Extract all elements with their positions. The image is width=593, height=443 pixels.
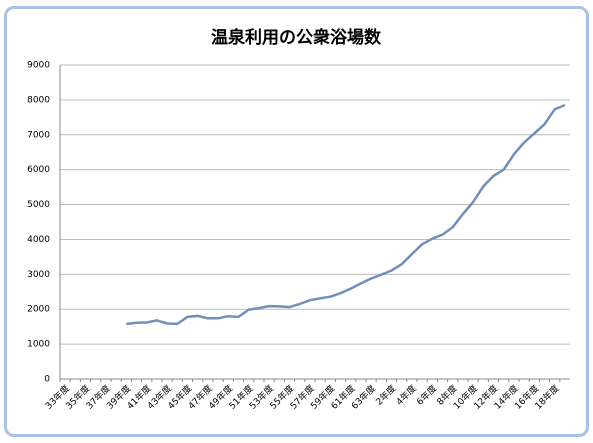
chart-title: 温泉利用の公衆浴場数: [211, 27, 382, 48]
y-tick-label: 4000: [27, 235, 50, 245]
y-tick-label: 8000: [27, 95, 50, 105]
y-tick-label: 2000: [27, 305, 50, 315]
y-tick-label: 9000: [27, 61, 50, 71]
y-tick-label: 3000: [27, 270, 50, 280]
y-tick-label: 1000: [27, 340, 50, 350]
y-tick-label: 7000: [27, 130, 50, 140]
x-tick-label: 6年度: [414, 382, 439, 407]
x-tick-label: 2年度: [373, 382, 398, 407]
y-tick-label: 5000: [27, 200, 50, 210]
data-line: [126, 103, 566, 326]
x-tick-label: 4年度: [394, 382, 419, 407]
chart-frame: [4, 6, 589, 437]
y-tick-label: 6000: [27, 165, 50, 175]
y-tick-label: 0: [44, 375, 50, 385]
